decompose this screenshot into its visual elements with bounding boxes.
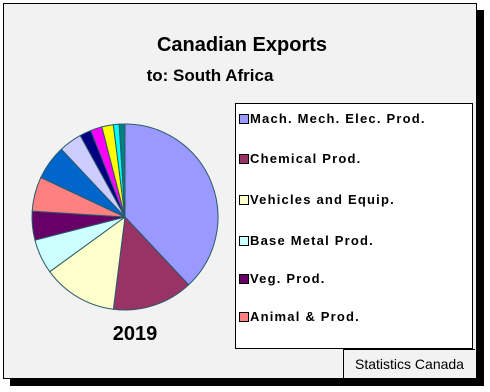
pie-slice — [118, 123, 126, 218]
legend-swatch — [239, 312, 249, 322]
legend-label: Base Metal Prod. — [250, 233, 374, 248]
legend-label: Chemical Prod. — [250, 151, 362, 166]
pie-label: 2019 — [113, 323, 158, 345]
pie-slice — [49, 215, 126, 310]
pie-slice — [112, 215, 190, 311]
legend-item: Mach. Mech. Elec. Prod. — [239, 111, 450, 127]
legend-item: Animal & Prod. — [239, 309, 450, 325]
legend-swatch — [239, 195, 249, 205]
chart-title: Canadian Exports — [157, 34, 327, 56]
legend-swatch — [239, 154, 249, 164]
legend-swatch — [239, 114, 249, 124]
legend-swatch — [239, 236, 249, 246]
pie-slice — [124, 123, 219, 286]
legend-item: Chemical Prod. — [239, 151, 450, 167]
chart-subtitle: to: South Africa — [147, 66, 274, 85]
legend: Mach. Mech. Elec. Prod. Chemical Prod. Veh… — [235, 103, 473, 349]
legend-label: Vehicles and Equip. — [250, 192, 395, 207]
legend-item: Veg. Prod. — [239, 271, 450, 287]
legend-item: Base Metal Prod. — [239, 233, 450, 249]
pie — [31, 123, 219, 311]
legend-label: Animal & Prod. — [250, 309, 360, 324]
legend-label: Mach. Mech. Elec. Prod. — [250, 111, 426, 126]
legend-swatch — [239, 274, 249, 284]
legend-item: Vehicles and Equip. — [239, 192, 450, 208]
legend-label: Veg. Prod. — [250, 271, 326, 286]
source: Statistics Canada — [343, 349, 475, 378]
